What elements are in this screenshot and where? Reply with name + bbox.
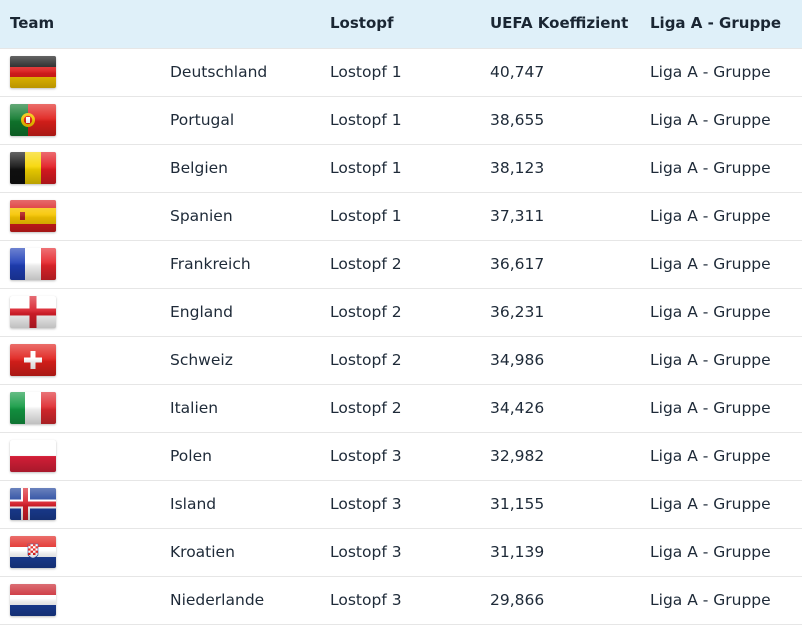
pot-cell: Lostopf 3 <box>330 447 402 465</box>
netherlands-flag-icon <box>10 584 56 616</box>
pot-cell: Lostopf 2 <box>330 351 402 369</box>
team-name: Belgien <box>170 159 228 177</box>
league-cell: Liga A - Gruppe <box>650 399 771 417</box>
column-header-team[interactable]: Team <box>10 13 55 32</box>
poland-flag-icon <box>10 440 56 472</box>
flag-cell <box>0 192 170 240</box>
coefficient-cell: 36,231 <box>490 303 545 321</box>
pot-cell: Lostopf 1 <box>330 111 402 129</box>
coefficient-cell: 38,655 <box>490 111 545 129</box>
table-row: Italien Lostopf 2 34,426 Liga A - Gruppe <box>0 384 802 432</box>
team-name: Spanien <box>170 207 233 225</box>
team-name: Niederlande <box>170 591 265 609</box>
pot-cell: Lostopf 3 <box>330 591 402 609</box>
team-name: Polen <box>170 447 212 465</box>
flag-cell <box>0 384 170 432</box>
league-cell: Liga A - Gruppe <box>650 447 771 465</box>
spain-flag-icon <box>10 200 56 232</box>
pot-cell: Lostopf 1 <box>330 207 402 225</box>
table-row: Polen Lostopf 3 32,982 Liga A - Gruppe <box>0 432 802 480</box>
team-name: Kroatien <box>170 543 235 561</box>
league-cell: Liga A - Gruppe <box>650 351 771 369</box>
league-cell: Liga A - Gruppe <box>650 543 771 561</box>
column-header-pot[interactable]: Lostopf <box>330 13 394 32</box>
switzerland-flag-icon <box>10 344 56 376</box>
team-name: Portugal <box>170 111 235 129</box>
pot-cell: Lostopf 2 <box>330 303 402 321</box>
table-row: Niederlande Lostopf 3 29,866 Liga A - Gr… <box>0 576 802 624</box>
flag-cell <box>0 48 170 96</box>
team-name: Deutschland <box>170 63 268 81</box>
table-row: England Lostopf 2 36,231 Liga A - Gruppe <box>0 288 802 336</box>
coefficient-cell: 31,155 <box>490 495 545 513</box>
pot-cell: Lostopf 3 <box>330 495 402 513</box>
column-header-name <box>170 0 330 48</box>
flag-cell <box>0 96 170 144</box>
pot-cell: Lostopf 1 <box>330 63 402 81</box>
portugal-flag-icon <box>10 104 56 136</box>
table-row: Schweiz Lostopf 2 34,986 Liga A - Gruppe <box>0 336 802 384</box>
iceland-flag-icon <box>10 488 56 520</box>
belgium-flag-icon <box>10 152 56 184</box>
table-row: Portugal Lostopf 1 38,655 Liga A - Grupp… <box>0 96 802 144</box>
team-name: Schweiz <box>170 351 233 369</box>
coefficient-cell: 31,139 <box>490 543 545 561</box>
team-name: Italien <box>170 399 219 417</box>
pot-cell: Lostopf 2 <box>330 255 402 273</box>
column-header-coefficient[interactable]: UEFA Koeffizient <box>490 13 629 32</box>
table-row: Kroatien Lostopf 3 31,139 Liga A - Grupp… <box>0 528 802 576</box>
coefficient-cell: 34,426 <box>490 399 545 417</box>
germany-flag-icon <box>10 56 56 88</box>
table-row: Belgien Lostopf 1 38,123 Liga A - Gruppe <box>0 144 802 192</box>
coefficient-cell: 37,311 <box>490 207 545 225</box>
header-row: Team Lostopf UEFA Koeffizient Liga A - G… <box>0 0 802 48</box>
coefficient-cell: 36,617 <box>490 255 545 273</box>
table-row: Island Lostopf 3 31,155 Liga A - Gruppe <box>0 480 802 528</box>
table-header: Team Lostopf UEFA Koeffizient Liga A - G… <box>0 0 802 48</box>
league-cell: Liga A - Gruppe <box>650 495 771 513</box>
team-name: Frankreich <box>170 255 251 273</box>
coefficient-cell: 29,866 <box>490 591 545 609</box>
italy-flag-icon <box>10 392 56 424</box>
league-cell: Liga A - Gruppe <box>650 159 771 177</box>
flag-cell <box>0 432 170 480</box>
flag-cell <box>0 288 170 336</box>
flag-cell <box>0 240 170 288</box>
table-row: Deutschland Lostopf 1 40,747 Liga A - Gr… <box>0 48 802 96</box>
league-cell: Liga A - Gruppe <box>650 111 771 129</box>
coefficient-cell: 38,123 <box>490 159 545 177</box>
league-cell: Liga A - Gruppe <box>650 591 771 609</box>
pot-cell: Lostopf 2 <box>330 399 402 417</box>
england-flag-icon <box>10 296 56 328</box>
croatia-flag-icon <box>10 536 56 568</box>
table-row: Frankreich Lostopf 2 36,617 Liga A - Gru… <box>0 240 802 288</box>
team-name: England <box>170 303 233 321</box>
league-cell: Liga A - Gruppe <box>650 303 771 321</box>
flag-cell <box>0 528 170 576</box>
table-row: Spanien Lostopf 1 37,311 Liga A - Gruppe <box>0 192 802 240</box>
league-cell: Liga A - Gruppe <box>650 255 771 273</box>
france-flag-icon <box>10 248 56 280</box>
flag-cell <box>0 336 170 384</box>
table-body: Deutschland Lostopf 1 40,747 Liga A - Gr… <box>0 48 802 624</box>
flag-cell <box>0 144 170 192</box>
pot-cell: Lostopf 1 <box>330 159 402 177</box>
league-cell: Liga A - Gruppe <box>650 207 771 225</box>
coefficient-cell: 32,982 <box>490 447 545 465</box>
team-name: Island <box>170 495 217 513</box>
league-cell: Liga A - Gruppe <box>650 63 771 81</box>
column-header-league[interactable]: Liga A - Gruppe <box>650 13 782 32</box>
coefficient-cell: 40,747 <box>490 63 545 81</box>
flag-cell <box>0 480 170 528</box>
flag-cell <box>0 576 170 624</box>
pot-cell: Lostopf 3 <box>330 543 402 561</box>
coefficient-cell: 34,986 <box>490 351 545 369</box>
